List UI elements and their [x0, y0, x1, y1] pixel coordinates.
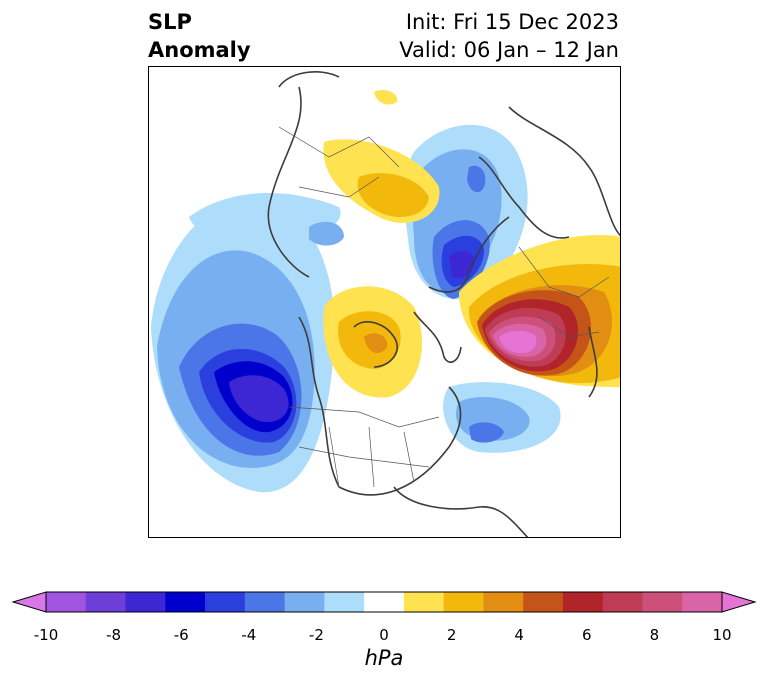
north-pacific-high-anomaly: [459, 235, 620, 387]
chart-title: SLP Anomaly: [148, 8, 251, 64]
colorbar-segment: [403, 592, 445, 612]
colorbar-segment: [523, 592, 564, 612]
valid-range: Valid: 06 Jan – 12 Jan: [399, 38, 619, 62]
colorbar-tick-label: 4: [514, 626, 524, 644]
european-low-anomaly: [404, 124, 528, 300]
colorbar-segment: [85, 592, 127, 612]
colorbar-segment: [324, 592, 365, 612]
eurasian-high-anomaly: [323, 90, 440, 223]
colorbar: [11, 591, 757, 613]
title-line-1: SLP: [148, 10, 192, 34]
colorbar-segment: [165, 592, 206, 612]
date-info: Init: Fri 15 Dec 2023 Valid: 06 Jan – 12…: [399, 8, 619, 64]
colorbar-tick-label: 6: [582, 626, 592, 644]
colorbar-segment: [682, 592, 723, 612]
map-canvas: [151, 71, 620, 537]
colorbar-segment: [244, 592, 286, 612]
colorbar-segment: [205, 592, 246, 612]
colorbar-segment: [125, 592, 166, 612]
colorbar-tick-label: -10: [33, 626, 59, 644]
colorbar-segment: [46, 592, 87, 612]
colorbar-segment: [364, 592, 405, 612]
colorbar-tick-label: 0: [379, 626, 389, 644]
colorbar-tick-label: 2: [446, 626, 457, 644]
colorbar-segment: [642, 592, 683, 612]
colorbar-min-extend: [11, 591, 47, 613]
coastlines: [267, 71, 620, 537]
colorbar-max-extend: [721, 591, 757, 613]
colorbar-segment: [443, 592, 484, 612]
colorbar-tick-label: 8: [649, 626, 660, 644]
colorbar-segment: [483, 592, 524, 612]
title-line-2: Anomaly: [148, 38, 251, 62]
colorbar-tick-label: -8: [106, 626, 122, 644]
siberian-low-anomaly: [189, 193, 344, 246]
colorbar-tick-label: -2: [308, 626, 324, 644]
pacific-low-anomaly: [151, 195, 335, 493]
political-borders: [278, 126, 610, 488]
atlantic-low-anomaly: [443, 382, 561, 453]
colorbar-segment: [284, 592, 325, 612]
colorbar-tick-label: 10: [712, 626, 732, 644]
anomaly-map: [148, 66, 621, 538]
colorbar-segment: [562, 592, 604, 612]
colorbar-segment: [602, 592, 643, 612]
colorbar-unit-label: hPa: [364, 646, 404, 670]
init-date: Init: Fri 15 Dec 2023: [405, 10, 619, 34]
colorbar-tick-label: -4: [241, 626, 257, 644]
colorbar-tick-label: -6: [173, 626, 189, 644]
arctic-high-anomaly: [323, 286, 422, 398]
